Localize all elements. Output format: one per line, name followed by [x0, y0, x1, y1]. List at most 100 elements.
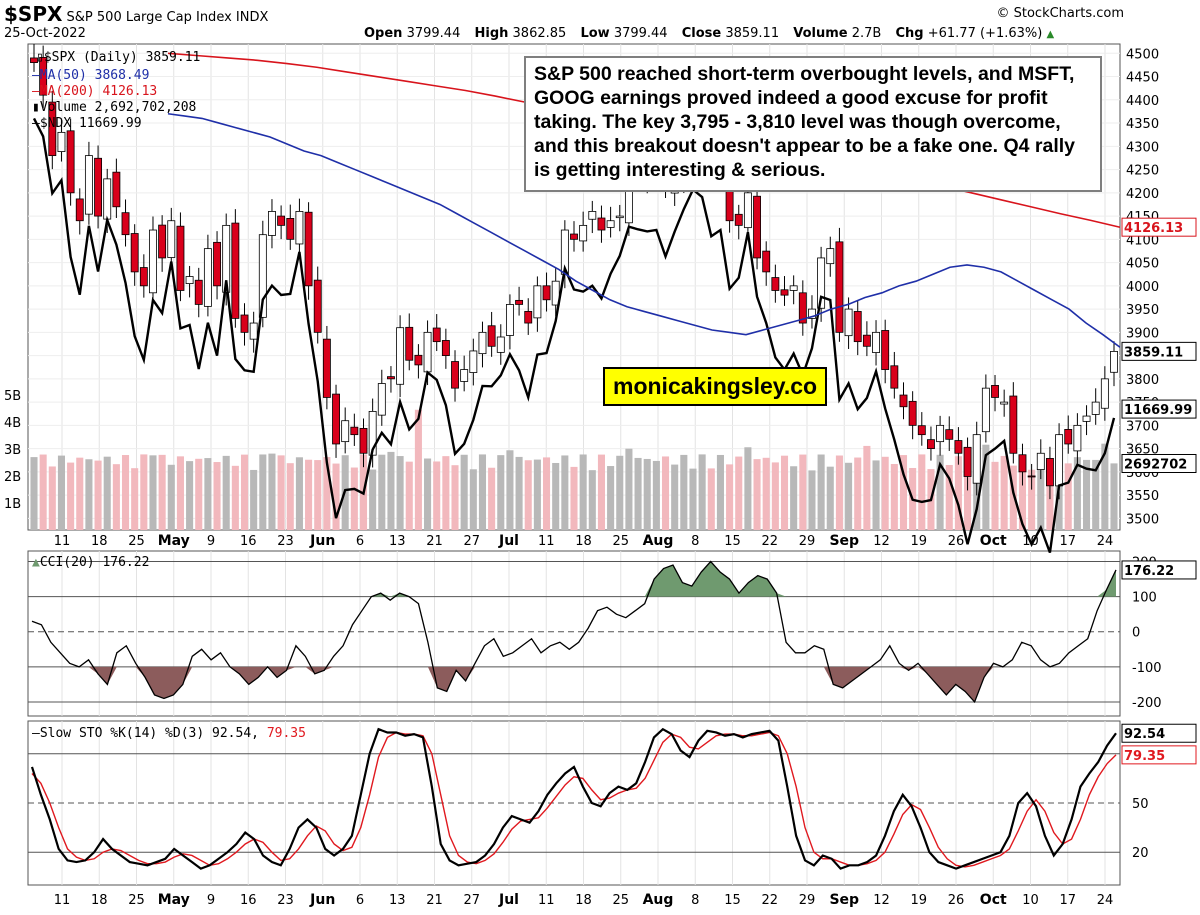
y-tick-label: 3650 [1126, 443, 1159, 458]
x-tick-label: 11 [538, 534, 555, 549]
volume-bar [295, 457, 303, 530]
sto-d-legend: 79.35 [266, 726, 306, 741]
candle-body [414, 354, 423, 366]
volume-bar [222, 455, 230, 530]
volume-bar [945, 464, 953, 530]
candle-body [158, 224, 167, 259]
cci-overbought-fill [32, 561, 1116, 597]
candle-body [103, 178, 112, 220]
x-tick-label-bottom: 13 [389, 893, 406, 908]
y-tick-label: 4050 [1126, 257, 1159, 272]
legend-ma50: —MA(50) 3868.49 [32, 68, 150, 83]
volume-bar [954, 456, 962, 530]
candle-body [268, 211, 276, 236]
candle-body [423, 331, 432, 373]
candle-body [469, 350, 478, 373]
sto-k-line [30, 727, 1117, 870]
candle-body [496, 336, 505, 353]
volume-bar [1092, 459, 1100, 530]
volume-bar [1009, 465, 1017, 530]
watermark: monicakingsley.co [603, 367, 828, 406]
candle-body [515, 299, 524, 305]
volume-bar [488, 467, 496, 530]
y-tick-label: 3500 [1126, 512, 1159, 527]
candle-body [341, 420, 350, 443]
volume-bar [305, 459, 313, 530]
candle-body [1055, 434, 1064, 487]
volume-bar [771, 462, 779, 530]
candle-body [570, 233, 578, 240]
volume-bar [588, 470, 596, 530]
x-tick-label: 29 [799, 534, 816, 549]
candle-legend-icon: ▯ [36, 50, 44, 65]
candle-body [1036, 452, 1045, 470]
candle-body [387, 376, 395, 380]
x-tick-label-bottom: 17 [1059, 893, 1076, 908]
candle-body [487, 325, 496, 347]
sto-d-line [31, 731, 1117, 868]
candle-body [332, 393, 340, 445]
volume-bar [131, 468, 139, 530]
volume-bar [478, 454, 487, 530]
candle-body [505, 304, 514, 336]
candle-body [304, 211, 313, 287]
y-tick-label: 4500 [1126, 47, 1159, 62]
chart-header: $SPX S&P 500 Large Cap Index INDX 25-Oct… [4, 2, 268, 41]
volume-bar [698, 454, 706, 530]
volume-bar [918, 454, 926, 530]
volume-bar [186, 461, 194, 530]
volume-bar [524, 460, 532, 530]
x-tick-label: 17 [1059, 534, 1076, 549]
x-tick-label-bottom: Jun [309, 892, 335, 908]
x-tick-label: 9 [207, 534, 215, 549]
volume-bar [332, 463, 340, 530]
legend-spx: ▯$SPX (Daily) 3859.11 [36, 50, 201, 65]
close-last-label: 3859.11 [1124, 345, 1183, 360]
volume-tick-label: 4B [4, 416, 21, 431]
candle-body [277, 215, 286, 226]
candle-body [451, 361, 459, 389]
candle-body [963, 446, 972, 477]
candle-body [1073, 424, 1082, 452]
cci-legend-icon: ▲ [32, 555, 40, 570]
volume-bar [689, 468, 697, 530]
volume-bar [1064, 463, 1072, 530]
x-tick-label: 13 [389, 534, 406, 549]
candle-body [286, 218, 295, 240]
volume-bar [48, 466, 56, 530]
volume-bar [643, 458, 651, 530]
candle-body [524, 310, 533, 324]
up-arrow-icon: ▲ [1046, 29, 1055, 40]
candle-body [1009, 395, 1018, 454]
volume-tick-label: 3B [4, 443, 21, 458]
candle-body [213, 241, 221, 287]
candle-body [734, 213, 743, 226]
candle-body [1000, 401, 1009, 405]
volume-bar [808, 470, 816, 530]
volume-bar [469, 469, 477, 530]
volume-bar [543, 457, 551, 530]
x-tick-label-bottom: 10 [1022, 893, 1039, 908]
volume-bar [533, 459, 541, 530]
x-tick-label-bottom: 18 [91, 893, 108, 908]
chart-date: 25-Oct-2022 [4, 26, 86, 41]
candle-body [762, 250, 771, 273]
volume-label: Volume [793, 26, 848, 41]
candle-body [835, 241, 844, 333]
ma200-last-label-box [1121, 217, 1197, 237]
candle-body [39, 57, 48, 96]
volume-bar [167, 464, 175, 530]
x-tick-label: 23 [277, 534, 294, 549]
volume-bar [85, 459, 93, 530]
candle-body [817, 257, 826, 309]
volume-bar [762, 457, 770, 530]
candle-body [588, 211, 597, 220]
volume-bar [964, 461, 972, 530]
candle-body [872, 331, 880, 353]
y-tick-label: 3950 [1126, 303, 1159, 318]
candle-body [853, 311, 862, 343]
cci-tick-label: -100 [1132, 661, 1162, 676]
volume-bar [314, 460, 322, 530]
volume-bar [826, 466, 834, 530]
